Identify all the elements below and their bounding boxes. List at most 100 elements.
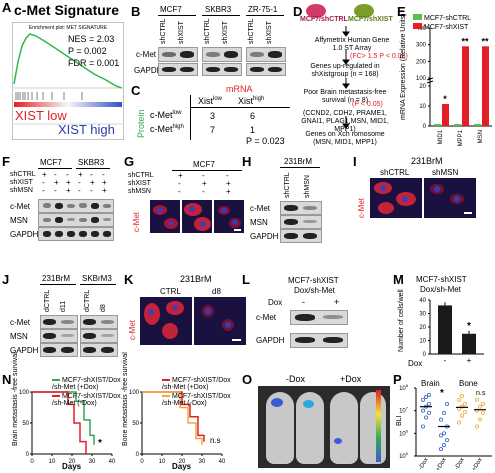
p-point [445,401,450,406]
e-x-tick-label: MSN [478,130,484,143]
panel-letter-a: A [2,0,12,15]
gsea-hit-ticks [15,92,83,100]
n-brain-y-tick-label: 50 [22,421,29,427]
panel-letter-m: M [393,272,404,287]
j-row: c-Met [10,318,30,327]
panel-letter-p: P [393,372,402,387]
f-sign: - [42,186,45,195]
p-point [426,392,431,397]
n-ylabel-left: Brain metastasis -free survival [12,352,19,446]
p-point [439,447,444,452]
d-cell-icon-left [306,4,326,18]
e-sig-label: * [443,94,447,104]
n-legend-swatch [52,395,60,398]
g-sign: - [226,171,229,180]
j-lane: dCTRL [84,289,91,312]
p-y-tick-label: 107 [399,406,409,415]
e-y-tick-label: 0 [423,124,427,130]
d-right-line: MCF7/shXIST [348,16,393,23]
blot-b-row-cmet: c-Met [136,50,156,59]
g-cond: shXIST [128,180,151,187]
p-x-tick-label: +Dox [471,457,483,472]
e-legend: MCF7-shCTRL [413,14,471,22]
g-ylabel: c-Met [132,212,141,232]
g-image-1 [150,200,180,233]
blot-b-cmet-1 [158,47,198,62]
e-bar [442,104,449,126]
m-y-tick-label: 30 [419,312,426,318]
table-c-protein: Protein [136,109,146,138]
f-blot-gapdh [38,227,114,241]
j-blot-gapdh-2 [80,343,118,357]
panel-letter-l: L [242,272,250,287]
panel-letter-b: B [131,4,141,19]
g-sign: - [202,187,205,196]
blot-b-lane: shCTRL [248,18,255,44]
n-bone-survival-curve [142,391,205,442]
e-legend-swatch-ctrl [413,14,422,20]
n-legend-left-1: MCF7-shXIST/Dox /sh-Met (+Dox) [52,377,121,391]
e-bar [474,124,481,126]
f-cell-line: MCF7 [40,158,62,167]
f-sign: + [66,186,71,195]
l-row: GAPDH [256,336,285,345]
n-brain-x-tick-label: 30 [89,459,96,465]
mouse-3 [330,392,358,464]
gsea-title: c-Met Signature [14,2,120,18]
n-brain-x-tick-label: 0 [30,459,34,465]
g-image-3 [214,200,244,233]
table-c-col1: Xistlow [198,96,223,106]
e-axis-break [426,80,434,84]
p-point [460,413,465,418]
p-point [460,404,465,409]
blot-b-gapdh-2 [202,63,242,76]
g-sign: - [178,187,181,196]
p-point [475,408,480,413]
table-c-row1: c-Metlow [150,110,182,120]
gsea-xist-low: XIST low [15,108,67,123]
g-sign: - [178,179,181,188]
e-y-tick-label: 10 [419,104,426,110]
e-y-tick-label: 300 [416,43,427,49]
f-sign: + [54,178,59,187]
l-sign: - [302,297,305,307]
d-left-line: MCF7/shCTRL [300,16,348,23]
p-point [481,401,486,406]
n-legend-right-2: MCF7-shXIST/Dox /sh-Met (-Dox) [162,393,231,407]
f-row: GAPDH [10,230,39,239]
gsea-nes: NES = 2.03 [68,34,115,44]
m-y-tick-label: 20 [419,325,426,331]
e-x-tick-label: MID1 [438,129,444,144]
f-blot-cmet [38,199,114,213]
blot-b-line-3: ZR-75-1 [248,5,278,14]
m-y-tick-label: 10 [419,339,426,345]
p-group-bone: Bone [459,379,478,388]
e-x-tick-label: MPP1 [458,129,464,146]
e-y-tick-label: 200 [416,59,427,65]
panel-letter-c: C [131,83,141,98]
gsea-fdr: FDR = 0.001 [68,58,120,68]
m-title-1: MCF7-shXIST [416,275,467,284]
panel-letter-f: F [2,154,10,169]
p-point [457,397,462,402]
n-legend-swatch [52,379,60,382]
chart-n: 0 50 100 0 10 20 30 40 0 50 100 0 10 20 30 40 [19,390,226,465]
n-brain-y-tick-label: 0 [26,452,30,458]
panel-letter-j: J [2,272,10,287]
n-legend-swatch [162,379,170,382]
e-sig-label: ** [481,36,489,46]
n-bone-y-tick-label: 0 [136,452,140,458]
l-title-2: Dox/sh-Met [294,286,335,295]
n-legend-left-2: MCF7-shXIST/Dox /sh-Met (-Dox) [52,393,121,407]
p-point [423,415,428,420]
p-x-tick-label: -Dox [454,457,466,471]
d-step-upregulated: Genes up-regulated in shXistgroup (n = 1… [310,63,380,78]
j-blot-cmet-1 [40,315,78,329]
d-arrows [342,26,350,129]
p-point [426,410,431,415]
p-x-tick-label: -Dox [418,457,430,471]
f-sign: - [78,186,81,195]
blot-b-cmet-2 [202,47,242,62]
p-point [478,404,483,409]
m-y-tick-label: 0 [423,352,427,358]
